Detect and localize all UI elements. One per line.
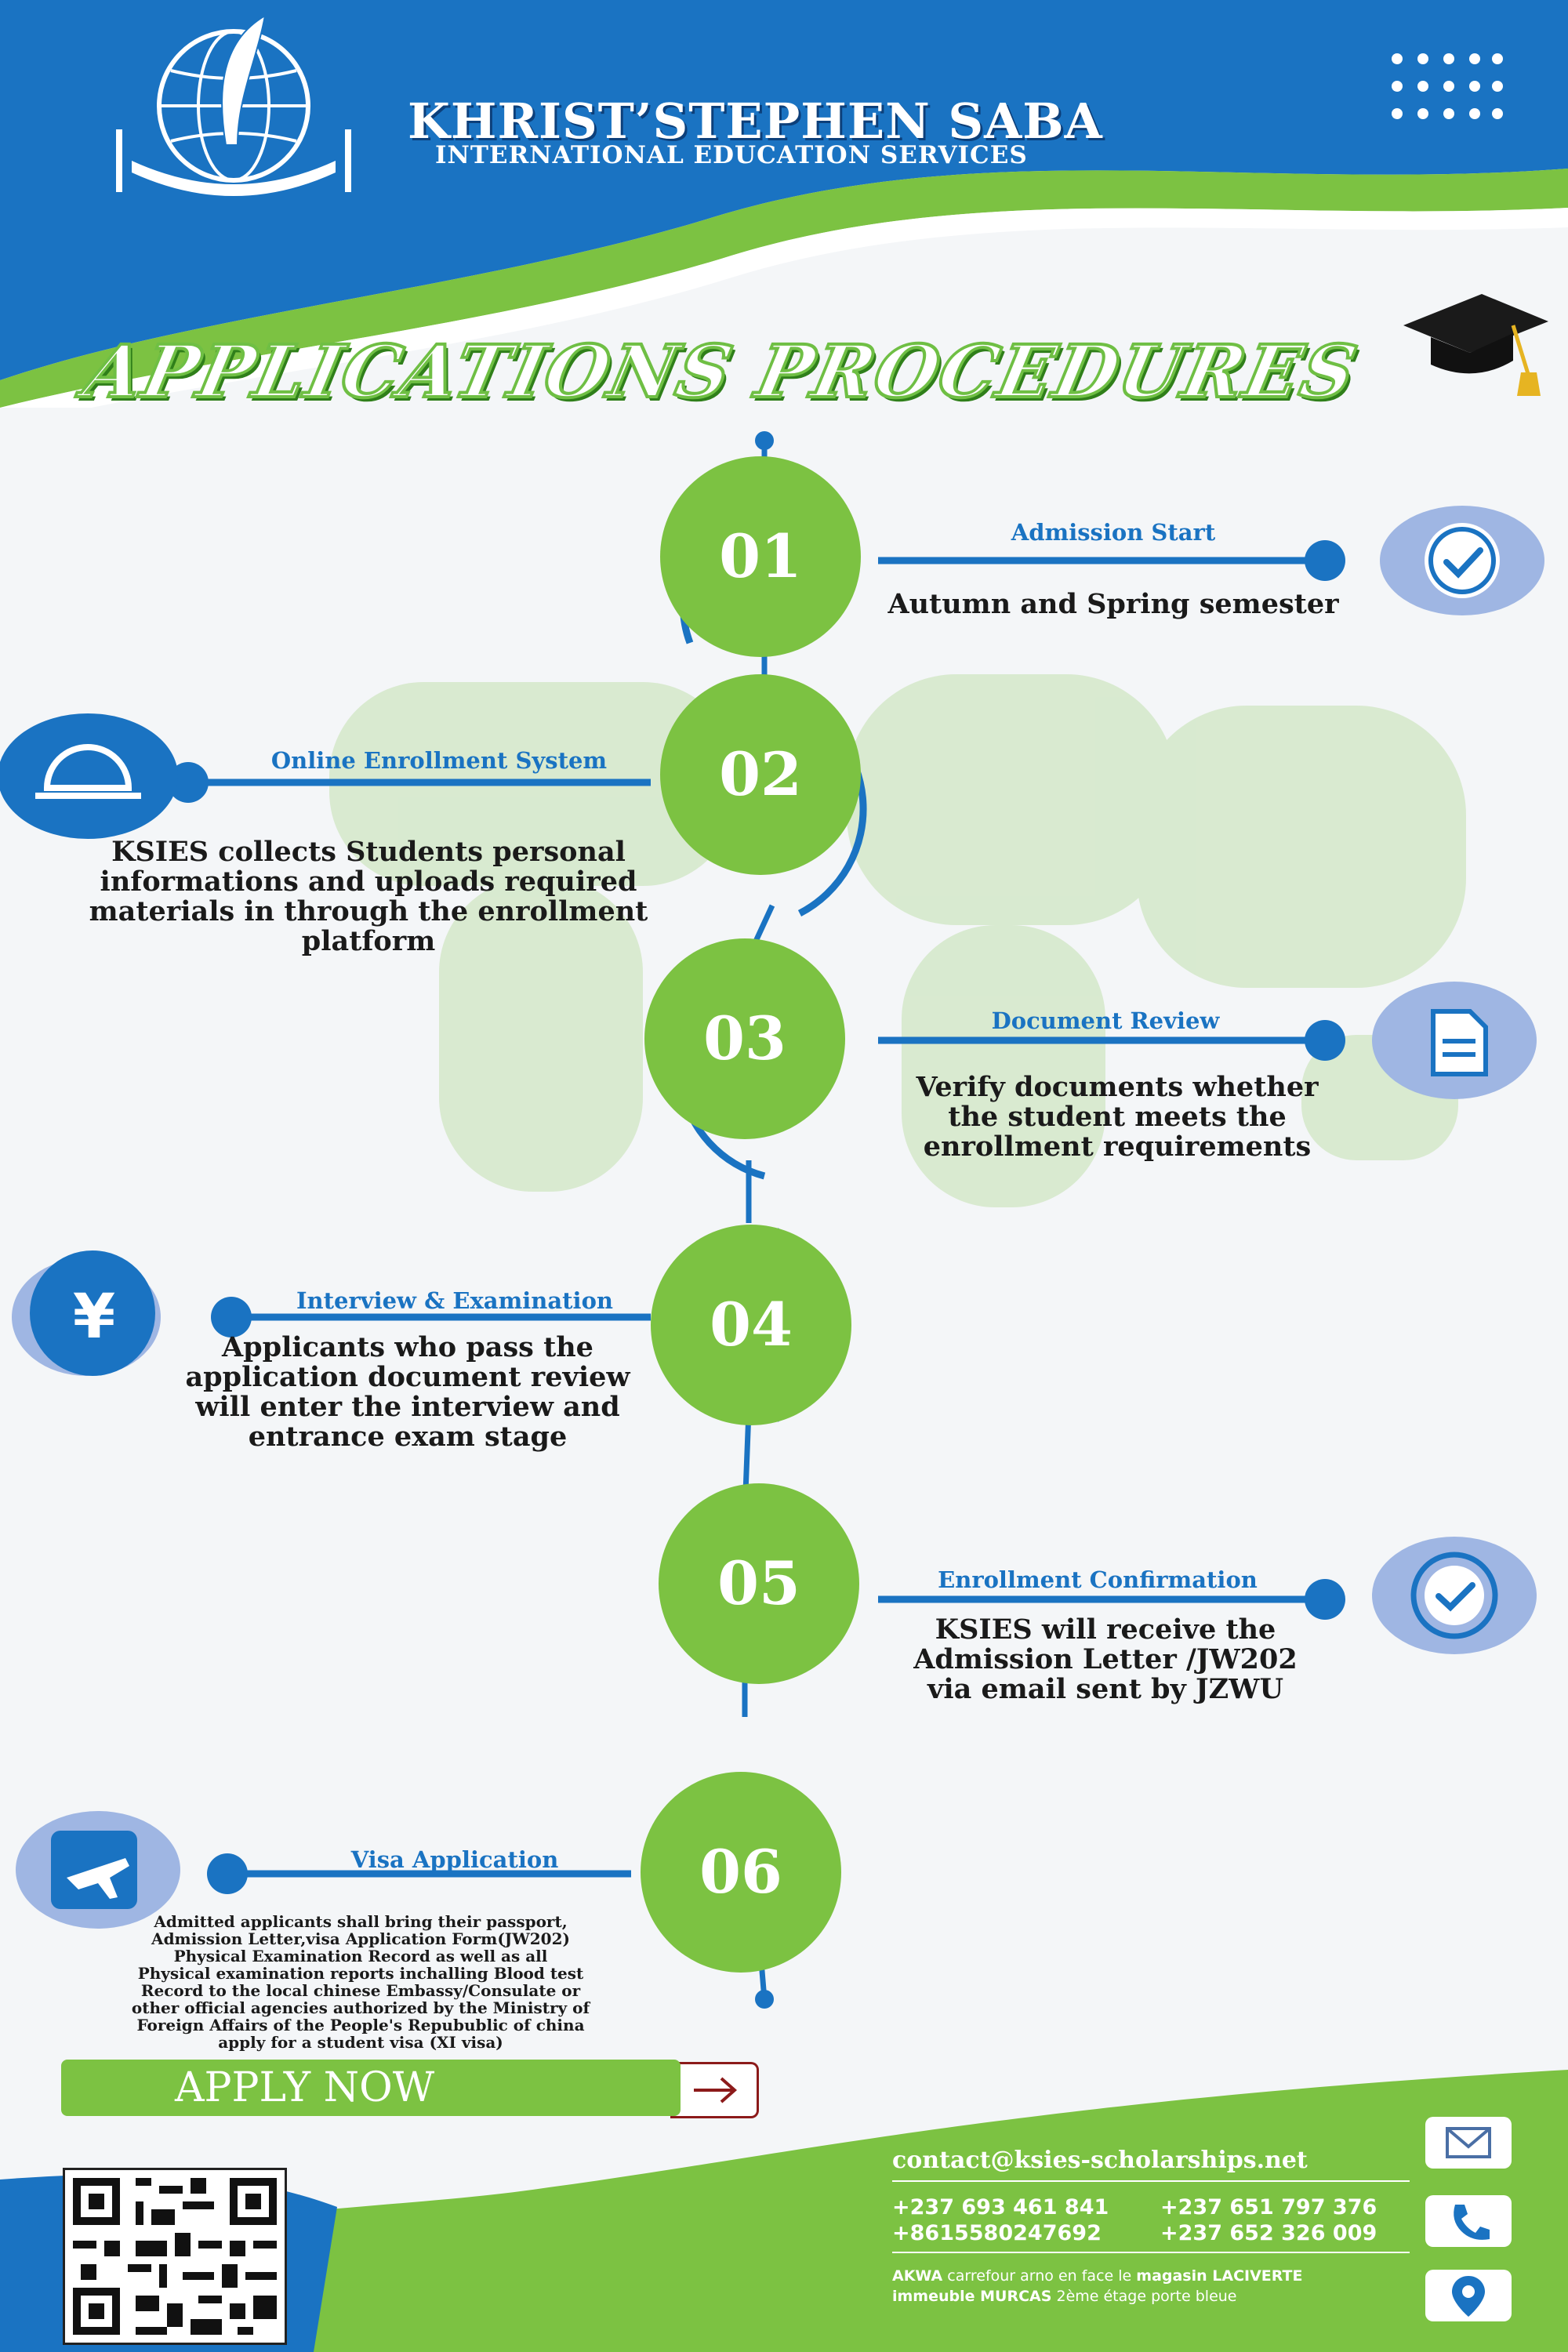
step-body-06: Admitted applicants shall bring their pa…: [131, 1912, 590, 2052]
step-heading-04: Interview & Examination: [296, 1287, 614, 1314]
step-body-01: Autumn and Spring semester: [887, 588, 1339, 620]
yen-icon: ¥: [72, 1282, 116, 1352]
footer-divider: [892, 2180, 1410, 2182]
header-background: [0, 0, 1568, 408]
step-body-04: Applicants who pass the application docu…: [185, 1331, 630, 1453]
phone-1[interactable]: +237 693 461 841: [892, 2195, 1109, 2220]
email-icon[interactable]: [1425, 2117, 1512, 2169]
phone-icon[interactable]: [1425, 2195, 1512, 2247]
step-heading-06: Visa Application: [350, 1846, 559, 1873]
dots-decoration: [1392, 53, 1503, 119]
brand-name: KHRIST’STEPHEN SABA: [408, 93, 1103, 150]
globe-quill-logo: [116, 14, 351, 196]
qr-code[interactable]: [63, 2168, 287, 2345]
step-number-02: 02: [719, 739, 802, 809]
arrow-right-icon: [694, 2077, 738, 2103]
location-pin-icon[interactable]: [1425, 2270, 1512, 2321]
phone-2[interactable]: +237 651 797 376: [1160, 2195, 1377, 2220]
phone-3[interactable]: +8615580247692: [892, 2221, 1102, 2245]
step-body-02: KSIES collects Students personal informa…: [89, 836, 648, 957]
address: AKWA carrefour arno en face le magasin L…: [892, 2267, 1303, 2305]
step-body-03: Verify documents whether the student mee…: [916, 1071, 1319, 1163]
contact-email[interactable]: contact@ksies-scholarships.net: [892, 2147, 1308, 2174]
brand-subtitle: INTERNATIONAL EDUCATION SERVICES: [435, 141, 1028, 169]
step-number-06: 06: [699, 1837, 782, 1907]
apply-arrow-box[interactable]: [670, 2062, 759, 2118]
step-number-05: 05: [717, 1548, 800, 1618]
phone-4[interactable]: +237 652 326 009: [1160, 2221, 1377, 2245]
step-heading-02: Online Enrollment System: [270, 747, 608, 774]
step-heading-03: Document Review: [991, 1007, 1220, 1034]
step-body-05: KSIES will receive the Admission Letter …: [913, 1613, 1298, 1705]
step-number-04: 04: [710, 1290, 793, 1359]
graduation-cap-icon: [1403, 294, 1548, 396]
check-icon: [1427, 549, 1428, 550]
step-number-03: 03: [703, 1004, 786, 1073]
check-circle-icon: [1427, 1568, 1428, 1569]
step-heading-01: Admission Start: [1011, 519, 1216, 546]
apply-now-button[interactable]: APPLY NOW: [61, 2060, 681, 2116]
step-heading-05: Enrollment Confirmation: [938, 1566, 1258, 1593]
step-number-01: 01: [719, 521, 802, 591]
footer-divider-2: [892, 2252, 1410, 2253]
document-icon: [1435, 1019, 1436, 1020]
